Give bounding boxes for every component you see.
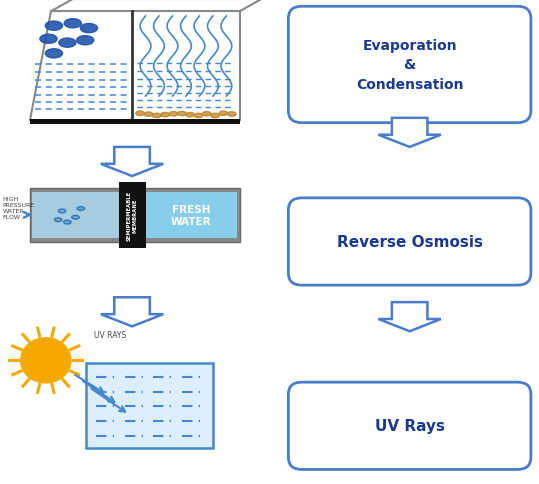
Circle shape (20, 337, 72, 384)
Bar (30, 120, 240, 125)
Ellipse shape (169, 113, 178, 118)
Ellipse shape (80, 25, 98, 34)
FancyBboxPatch shape (288, 382, 531, 469)
Text: Reverse Osmosis: Reverse Osmosis (337, 235, 482, 249)
FancyBboxPatch shape (288, 198, 531, 286)
Bar (86, 363, 213, 448)
Text: UV RAYS: UV RAYS (94, 331, 127, 339)
Ellipse shape (186, 114, 195, 119)
Bar (119, 182, 146, 248)
Ellipse shape (161, 114, 169, 118)
Ellipse shape (59, 39, 76, 48)
Ellipse shape (219, 113, 228, 117)
Ellipse shape (77, 207, 85, 211)
Ellipse shape (177, 113, 186, 118)
Text: SEMIPERMEABLE
MEMBRANE: SEMIPERMEABLE MEMBRANE (127, 190, 137, 241)
Polygon shape (101, 298, 163, 327)
Ellipse shape (72, 216, 79, 220)
Bar (146, 193, 237, 239)
Ellipse shape (144, 113, 153, 117)
Ellipse shape (136, 114, 144, 119)
Ellipse shape (203, 113, 211, 117)
Ellipse shape (194, 113, 203, 118)
Polygon shape (378, 302, 441, 332)
Ellipse shape (77, 37, 94, 46)
Ellipse shape (40, 35, 57, 45)
Ellipse shape (54, 218, 62, 222)
Text: HIGH
PRESSURE
WATER
FLOW: HIGH PRESSURE WATER FLOW (3, 197, 35, 219)
Polygon shape (378, 119, 441, 148)
Ellipse shape (153, 112, 161, 117)
Ellipse shape (58, 210, 66, 213)
Text: UV Rays: UV Rays (375, 419, 445, 433)
Text: FRESH
WATER: FRESH WATER (171, 204, 212, 227)
Ellipse shape (211, 114, 219, 119)
Ellipse shape (64, 20, 81, 29)
Text: Evaporation
&
Condensation: Evaporation & Condensation (356, 39, 464, 92)
FancyBboxPatch shape (288, 7, 531, 123)
Ellipse shape (45, 22, 63, 31)
Bar (30, 189, 240, 242)
Ellipse shape (64, 221, 71, 225)
Polygon shape (101, 148, 163, 177)
Bar (32, 193, 119, 239)
Ellipse shape (227, 113, 236, 118)
Ellipse shape (45, 50, 63, 59)
Polygon shape (30, 12, 240, 121)
